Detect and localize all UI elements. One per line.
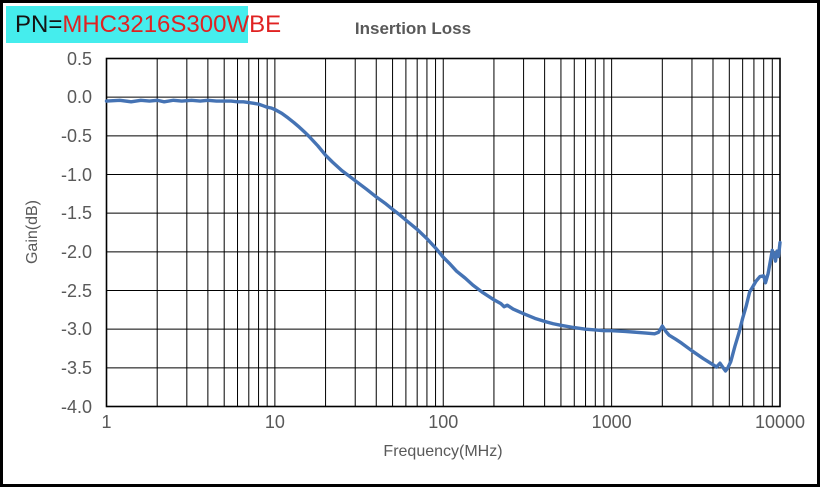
chart-plot-canvas bbox=[104, 57, 782, 408]
y-tick-label: -1.0 bbox=[60, 164, 92, 185]
plot-border bbox=[105, 57, 781, 408]
y-tick-label: -2.5 bbox=[60, 280, 92, 301]
pn-value: MHC3216S300WBE bbox=[62, 10, 282, 38]
y-tick-label: -4.0 bbox=[60, 396, 92, 417]
x-tick-label: 1 bbox=[101, 412, 112, 432]
y-tick-label: -2.0 bbox=[60, 241, 92, 262]
insertion-loss-curve bbox=[104, 98, 782, 373]
y-tick-label: -1.5 bbox=[60, 203, 92, 224]
y-tick-label: -3.5 bbox=[60, 357, 92, 378]
x-tick-label: 100 bbox=[428, 412, 459, 432]
x-tick-label: 10000 bbox=[754, 412, 806, 432]
x-axis-title: Frequency(MHz) bbox=[383, 443, 503, 460]
chart-title: Insertion Loss bbox=[354, 19, 472, 38]
x-tick-label: 10 bbox=[264, 412, 285, 432]
y-tick-label: 0.5 bbox=[66, 48, 92, 69]
pn-prefix: PN= bbox=[15, 10, 63, 38]
part-number-label: PN= MHC3216S300WBE bbox=[6, 6, 281, 43]
x-tick-label: 1000 bbox=[591, 412, 632, 432]
y-tick-label: -0.5 bbox=[60, 125, 92, 146]
y-tick-label: 0.0 bbox=[66, 87, 92, 108]
y-tick-label: -3.0 bbox=[60, 319, 92, 340]
